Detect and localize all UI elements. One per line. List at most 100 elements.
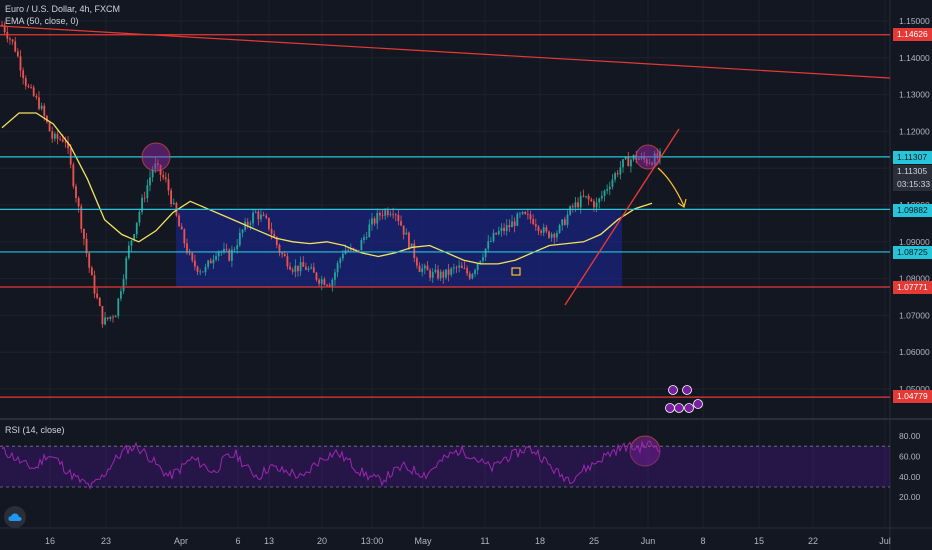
candle-body	[418, 265, 421, 272]
time-tick-label: 8	[700, 536, 705, 546]
candle-body	[593, 201, 595, 208]
candle-body	[135, 222, 138, 235]
candle-body	[38, 97, 40, 109]
candle-body	[627, 157, 630, 167]
candle-body	[120, 291, 122, 299]
candle-body	[130, 240, 133, 246]
candle-body	[14, 41, 17, 52]
candle-body	[267, 217, 270, 229]
candle-body	[162, 174, 165, 178]
candle-body	[378, 212, 381, 216]
candle-body	[254, 211, 257, 213]
candle-body	[622, 159, 624, 168]
candle-body	[384, 210, 387, 216]
candle-body	[207, 260, 210, 267]
candle-body	[30, 86, 32, 88]
candle-body	[487, 241, 490, 249]
candle-body	[349, 248, 352, 251]
candle-body	[542, 227, 545, 233]
candle-body	[302, 262, 305, 267]
ema-legend[interactable]: EMA (50, close, 0)	[5, 16, 79, 26]
candle-body	[410, 243, 413, 249]
candle-body	[656, 153, 659, 158]
candle-body	[172, 202, 175, 205]
symbol-legend[interactable]: Euro / U.S. Dollar, 4h, FXCM	[5, 4, 121, 14]
candle-body	[265, 215, 268, 218]
candle-body	[524, 211, 527, 215]
price-badge-cyan-top: 1.11307	[893, 151, 932, 164]
candle-body	[51, 131, 54, 139]
candle-body	[373, 218, 376, 224]
candle-body	[643, 156, 646, 160]
candle-body	[186, 243, 188, 253]
cloud-logo-icon[interactable]	[4, 506, 26, 528]
candle-body	[273, 233, 276, 238]
candle-body	[260, 214, 262, 220]
rsi-tick-label: 80.00	[899, 431, 921, 441]
price-tick-label: 1.13000	[899, 90, 930, 100]
candle-body	[133, 234, 136, 241]
candle-body	[183, 229, 186, 244]
candle-body	[180, 226, 183, 230]
candle-body	[357, 249, 360, 251]
candle-body	[619, 167, 622, 175]
candle-body	[85, 238, 88, 254]
candle-body	[445, 269, 447, 278]
drawing-annotations[interactable]	[0, 25, 891, 467]
time-tick-label: 16	[45, 536, 55, 546]
candle-body	[167, 179, 170, 191]
candle-body	[225, 248, 228, 250]
candle-body	[9, 38, 11, 40]
countdown-badge: 03:15:33	[893, 178, 932, 191]
candle-body	[312, 267, 315, 273]
rsi-legend[interactable]: RSI (14, close)	[5, 425, 65, 435]
candle-body	[452, 267, 455, 269]
candle-body	[595, 202, 598, 208]
candle-body	[154, 163, 157, 170]
candle-body	[252, 212, 254, 224]
candle-body	[77, 198, 80, 207]
price-candles	[1, 20, 661, 328]
candle-body	[326, 284, 328, 286]
time-tick-label: Apr	[174, 536, 188, 546]
candle-body	[40, 105, 43, 109]
candle-body	[48, 122, 51, 132]
candle-body	[299, 262, 302, 272]
candle-body	[371, 218, 373, 225]
candle-body	[413, 243, 416, 259]
candle-body	[209, 260, 212, 264]
candle-body	[540, 231, 542, 233]
candle-body	[434, 269, 437, 273]
candle-body	[360, 240, 363, 251]
price-tick-label: 1.14000	[899, 53, 930, 63]
price-badge-cyan-mid: 1.09882	[893, 204, 932, 217]
candle-body	[606, 189, 609, 191]
time-tick-label: 25	[589, 536, 599, 546]
candle-body	[582, 195, 585, 197]
candle-body	[307, 268, 310, 270]
candle-body	[603, 190, 606, 196]
candle-body	[455, 267, 458, 269]
candle-body	[228, 249, 231, 261]
rsi-tick-label: 40.00	[899, 472, 921, 482]
price-badge-cyan-low: 1.08725	[893, 246, 932, 259]
price-axis[interactable]: 1.150001.140001.130001.120001.110001.100…	[45, 16, 930, 546]
candle-body	[450, 268, 453, 275]
candle-body	[500, 227, 503, 232]
candle-body	[286, 256, 289, 267]
price-badge-low: 1.04779	[893, 390, 932, 403]
candle-body	[587, 195, 590, 200]
candle-body	[561, 219, 564, 226]
candle-body	[365, 237, 368, 238]
projection-arrow-head	[677, 198, 687, 208]
candle-body	[233, 249, 236, 251]
candle-body	[141, 197, 143, 212]
candle-body	[637, 158, 640, 160]
candle-body	[548, 231, 550, 238]
candle-body	[1, 24, 3, 26]
descending-trendline	[0, 25, 891, 79]
candle-body	[516, 213, 519, 226]
candle-body	[53, 133, 56, 139]
candle-body	[630, 159, 632, 167]
